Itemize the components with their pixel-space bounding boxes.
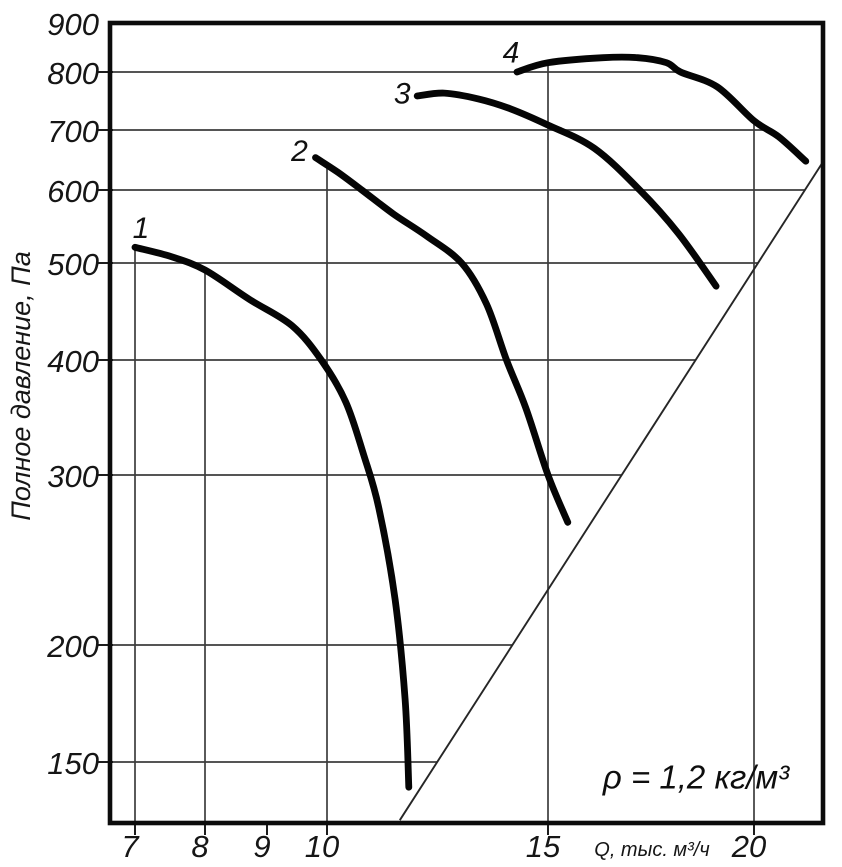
system-resistance-line — [399, 162, 823, 821]
y-tick-label-400: 400 — [47, 344, 99, 379]
fan-curve-3 — [413, 89, 720, 290]
y-axis-title: Полное давление, Па — [6, 251, 36, 520]
y-tick-label-500: 500 — [47, 247, 99, 282]
x-tick-label-20: 20 — [731, 829, 766, 864]
x-tick-label-15: 15 — [526, 829, 561, 864]
x-tick-label-10: 10 — [305, 829, 339, 864]
fan-curve-1 — [131, 243, 413, 791]
curve-label-2: 2 — [290, 135, 308, 168]
y-tick-label-150: 150 — [47, 746, 99, 781]
curve-label-4: 4 — [503, 37, 520, 70]
y-tick-label-300: 300 — [47, 459, 99, 494]
y-tick-label-200: 200 — [46, 629, 99, 664]
y-tick-label-800: 800 — [47, 56, 99, 91]
x-tick-label-7: 7 — [121, 829, 140, 864]
y-tick-label-700: 700 — [47, 114, 99, 149]
x-tick-label-9: 9 — [253, 829, 270, 864]
curve-label-3: 3 — [394, 78, 411, 111]
fan-curve-2 — [312, 154, 572, 526]
x-tick-label-8: 8 — [191, 829, 209, 864]
fan-curve-4 — [513, 53, 810, 165]
density-annotation: ρ = 1,2 кг/м³ — [602, 759, 790, 796]
plot-border — [107, 20, 826, 826]
curve-label-1: 1 — [133, 212, 150, 245]
y-tick-label-900: 900 — [47, 7, 99, 42]
y-tick-label-600: 600 — [47, 174, 99, 209]
x-axis-title: Q, тыс. м³/ч — [594, 839, 709, 861]
